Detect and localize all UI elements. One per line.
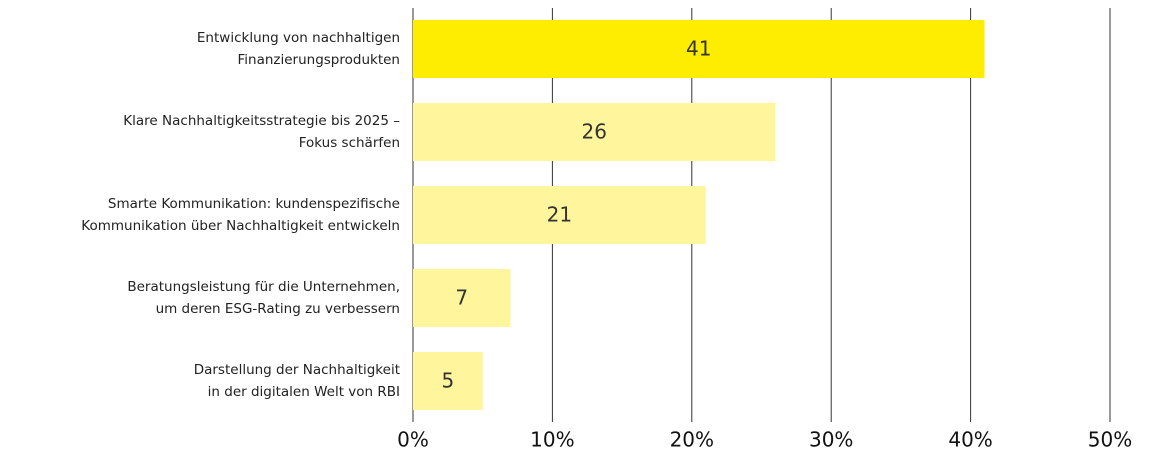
category-label: Finanzierungsprodukten bbox=[237, 52, 400, 68]
bar bbox=[413, 269, 511, 327]
category-label: Kommunikation über Nachhaltigkeit entwic… bbox=[81, 218, 400, 234]
category-label: Entwicklung von nachhaltigen bbox=[197, 30, 400, 46]
value-label: 41 bbox=[686, 37, 711, 61]
value-label: 5 bbox=[441, 369, 454, 393]
bar bbox=[413, 186, 706, 244]
category-label: Fokus schärfen bbox=[299, 135, 400, 151]
bar bbox=[413, 20, 985, 78]
bar bbox=[413, 352, 483, 410]
category-label: Smarte Kommunikation: kundenspezifische bbox=[108, 196, 400, 212]
category-label: in der digitalen Welt von RBI bbox=[208, 384, 400, 400]
category-label: um deren ESG-Rating zu verbessern bbox=[156, 301, 400, 317]
x-tick-label: 30% bbox=[809, 428, 853, 452]
x-tick-label: 20% bbox=[670, 428, 714, 452]
category-label: Klare Nachhaltigkeitsstrategie bis 2025 … bbox=[123, 113, 400, 129]
x-tick-label: 40% bbox=[948, 428, 992, 452]
bar bbox=[413, 103, 776, 161]
value-label: 21 bbox=[547, 203, 572, 227]
x-tick-label: 0% bbox=[397, 428, 429, 452]
value-label: 7 bbox=[455, 286, 468, 310]
category-label: Darstellung der Nachhaltigkeit bbox=[194, 362, 400, 378]
x-tick-label: 50% bbox=[1088, 428, 1132, 452]
category-label: Beratungsleistung für die Unternehmen, bbox=[127, 279, 400, 295]
x-tick-label: 10% bbox=[530, 428, 574, 452]
value-label: 26 bbox=[581, 120, 606, 144]
